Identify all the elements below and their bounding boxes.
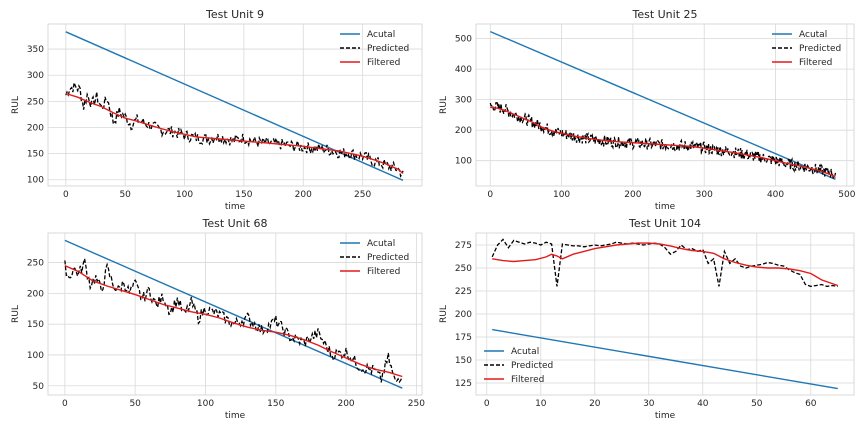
series-line-acutal xyxy=(492,328,838,390)
y-tick-label: 300 xyxy=(455,96,472,106)
legend-entry-filtered: Filtered xyxy=(367,267,400,277)
legend-entry-acutal: Acutal xyxy=(367,239,395,249)
y-tick-label: 200 xyxy=(27,289,44,299)
x-tick-label: 250 xyxy=(408,399,425,409)
legend-entry-predicted: Predicted xyxy=(511,361,553,371)
x-tick-label: 50 xyxy=(119,190,131,200)
legend: Acutal Predicted Filtered xyxy=(340,30,409,68)
series-line-predicted xyxy=(65,80,404,178)
x-tick-label: 50 xyxy=(129,399,141,409)
legend-entry-filtered: Filtered xyxy=(367,58,400,68)
y-tick-label: 125 xyxy=(455,379,472,389)
x-tick-label: 500 xyxy=(838,190,855,200)
chart-title: Test Unit 25 xyxy=(631,8,697,21)
series-line-filtered xyxy=(492,242,839,287)
y-axis-label: RUL xyxy=(439,305,449,323)
series-line-filtered xyxy=(490,106,836,179)
series-line-acutal xyxy=(490,30,836,180)
x-tick-label: 10 xyxy=(535,399,547,409)
chart-panel-2: 0 100 200 300 400 500 100 200 300 400 500 Test Unit… xyxy=(439,8,856,212)
x-tick-label: 100 xyxy=(553,190,570,200)
y-tick-label: 500 xyxy=(455,35,472,45)
y-axis-label: RUL xyxy=(439,96,449,114)
y-tick-label: 300 xyxy=(27,71,44,81)
x-tick-label: 40 xyxy=(697,399,709,409)
y-tick-label: 250 xyxy=(27,97,44,107)
x-tick-label: 0 xyxy=(487,190,493,200)
y-tick-label: 275 xyxy=(455,241,472,251)
chart-title: Test Unit 68 xyxy=(201,217,267,230)
y-tick-label: 150 xyxy=(455,356,472,366)
y-axis-label: RUL xyxy=(11,96,21,114)
x-tick-label: 200 xyxy=(337,399,354,409)
x-tick-label: 300 xyxy=(696,190,713,200)
series-line-predicted xyxy=(491,238,838,288)
y-tick-label: 400 xyxy=(455,65,472,75)
series-line-acutal xyxy=(64,239,403,389)
chart-title: Test Unit 104 xyxy=(628,217,701,230)
x-tick-label: 30 xyxy=(643,399,655,409)
series-line-predicted xyxy=(489,101,837,179)
y-axis-label: RUL xyxy=(11,305,21,323)
chart-panel-1: 0 50 100 150 200 250 100 150 200 250 300 350 Test Un… xyxy=(11,8,423,212)
x-tick-label: 100 xyxy=(176,190,193,200)
legend-entry-filtered: Filtered xyxy=(799,58,832,68)
y-tick-label: 250 xyxy=(455,264,472,274)
x-axis-label: time xyxy=(655,202,676,212)
x-tick-label: 50 xyxy=(751,399,763,409)
legend-entry-predicted: Predicted xyxy=(367,253,409,263)
y-tick-label: 200 xyxy=(27,123,44,133)
y-tick-label: 200 xyxy=(455,310,472,320)
y-tick-label: 225 xyxy=(455,287,472,297)
x-tick-label: 200 xyxy=(624,190,641,200)
x-axis-label: time xyxy=(225,202,246,212)
x-tick-label: 250 xyxy=(354,190,371,200)
x-tick-label: 60 xyxy=(805,399,817,409)
x-axis-label: time xyxy=(225,411,246,421)
x-tick-label: 200 xyxy=(295,190,312,200)
legend-entry-predicted: Predicted xyxy=(367,44,409,54)
legend-entry-acutal: Acutal xyxy=(799,30,827,40)
x-tick-label: 150 xyxy=(235,190,252,200)
y-tick-label: 175 xyxy=(455,333,472,343)
chart-panel-3: 0 50 100 150 200 250 50 100 150 200 250 Test Unit 6… xyxy=(11,217,425,421)
x-tick-label: 0 xyxy=(63,190,69,200)
x-axis-label: time xyxy=(655,411,676,421)
y-tick-label: 150 xyxy=(27,150,44,160)
legend-entry-acutal: Acutal xyxy=(511,347,539,357)
y-tick-label: 350 xyxy=(27,45,44,55)
chart-panel-4: 0 10 20 30 40 50 60 125 150 175 200 225 250 275 Test U… xyxy=(439,217,855,421)
plot-area xyxy=(475,23,855,187)
chart-title: Test Unit 9 xyxy=(205,8,264,21)
x-tick-label: 400 xyxy=(767,190,784,200)
series-line-filtered xyxy=(65,92,404,175)
y-tick-label: 100 xyxy=(455,157,472,167)
legend-entry-filtered: Filtered xyxy=(511,375,544,385)
y-tick-label: 150 xyxy=(27,320,44,330)
x-tick-label: 150 xyxy=(267,399,284,409)
legend: Acutal Predicted Filtered xyxy=(340,239,409,277)
series-line-filtered xyxy=(64,264,403,378)
y-tick-label: 200 xyxy=(455,126,472,136)
legend: Acutal Predicted Filtered xyxy=(772,30,841,68)
y-tick-label: 50 xyxy=(33,382,45,392)
x-tick-label: 20 xyxy=(589,399,601,409)
legend-entry-predicted: Predicted xyxy=(799,44,841,54)
y-tick-label: 100 xyxy=(27,176,44,186)
x-tick-label: 0 xyxy=(484,399,490,409)
x-tick-label: 0 xyxy=(62,399,68,409)
legend: Acutal Predicted Filtered xyxy=(484,347,553,385)
y-tick-label: 100 xyxy=(27,351,44,361)
legend-entry-acutal: Acutal xyxy=(367,30,395,40)
y-tick-label: 250 xyxy=(27,259,44,269)
x-tick-label: 100 xyxy=(197,399,214,409)
